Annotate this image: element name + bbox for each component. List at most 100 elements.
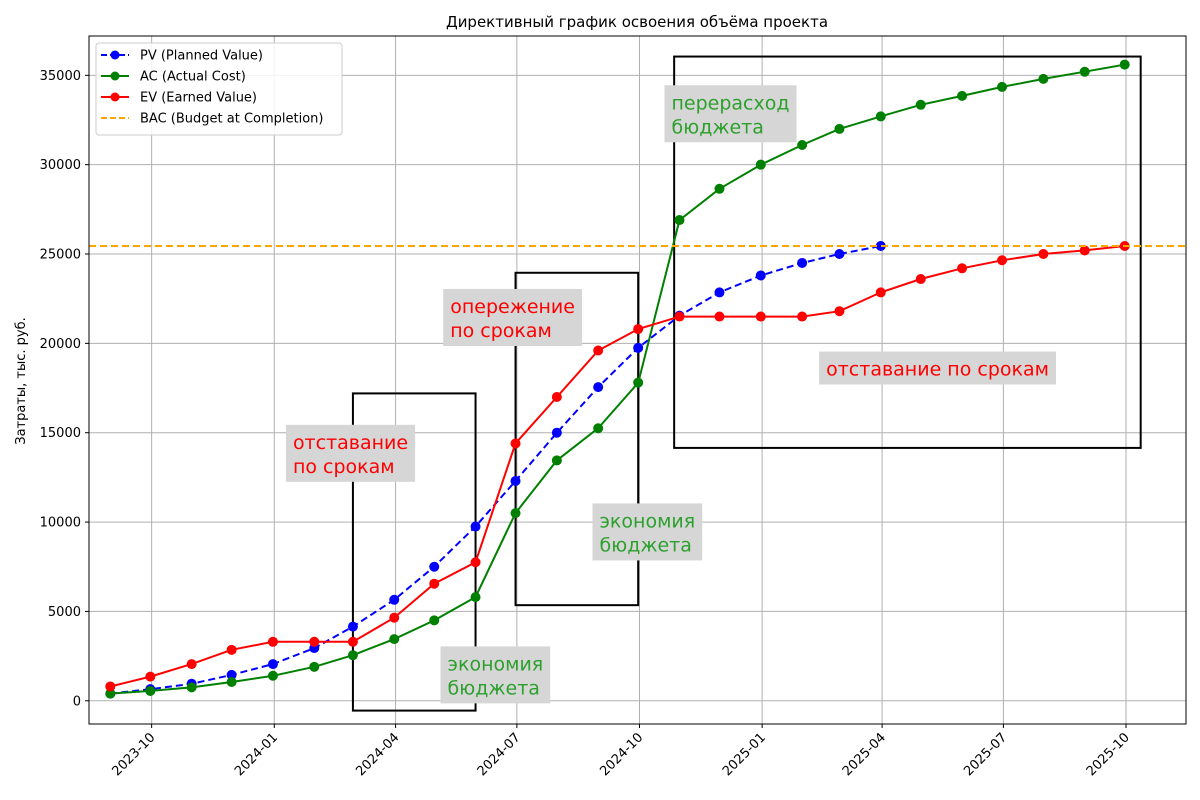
ac-point — [145, 685, 156, 696]
ev-point — [633, 324, 644, 335]
pv-point — [551, 427, 562, 438]
legend-frame — [95, 42, 343, 136]
ev-point — [267, 636, 278, 647]
ac-point — [267, 670, 278, 681]
ev-line — [110, 245, 1125, 688]
annotation-text: бюджета — [448, 677, 540, 699]
ev-point — [309, 636, 320, 647]
annotation-background — [285, 424, 416, 482]
plot-frame — [88, 35, 1187, 725]
ac-point — [105, 688, 116, 699]
pv-point — [755, 270, 766, 281]
ac-point — [1119, 59, 1130, 70]
pv-point — [267, 659, 278, 670]
y-tick-label: 25000 — [40, 248, 81, 263]
ac-point — [674, 215, 685, 226]
ac-point — [957, 90, 968, 101]
legend-label: AC (Actual Cost) — [140, 70, 246, 85]
ev-point — [347, 636, 358, 647]
ac-point — [429, 615, 440, 626]
annotation-text: опережение — [450, 296, 575, 318]
ac-point — [875, 111, 886, 122]
annotation-text: перерасход — [671, 92, 789, 114]
annotation-background — [443, 288, 582, 346]
ac-point — [470, 592, 481, 603]
ev-point — [429, 578, 440, 589]
ac-point — [633, 377, 644, 388]
pv-point — [347, 621, 358, 632]
ac-point — [714, 183, 725, 194]
ev-point — [1038, 249, 1049, 260]
pv-point — [797, 257, 808, 268]
annotation-text: экономия — [600, 510, 696, 532]
ac-point — [915, 99, 926, 110]
highlight-box — [673, 55, 1142, 449]
ev-point — [957, 263, 968, 274]
ev-point — [551, 391, 562, 402]
ev-point — [389, 612, 400, 623]
ev-point — [875, 287, 886, 298]
ac-point — [593, 423, 604, 434]
ac-point — [186, 682, 197, 693]
y-tick-label: 0 — [73, 694, 81, 709]
pv-point — [226, 669, 237, 680]
ac-point — [389, 634, 400, 645]
ev-point — [834, 306, 845, 317]
pv-point — [875, 240, 886, 251]
chart-title: Директивный график освоения объёма проек… — [446, 13, 828, 31]
ev-point — [145, 671, 156, 682]
pv-point — [429, 561, 440, 572]
annotation-text: отставание — [293, 432, 408, 454]
highlight-box — [351, 392, 477, 712]
annotation-text: бюджета — [600, 534, 692, 556]
ac-point — [1038, 73, 1049, 84]
ac-point — [997, 81, 1008, 92]
pv-point — [633, 342, 644, 353]
series — [89, 59, 1186, 699]
ac-point — [510, 508, 521, 519]
annotation-background — [819, 351, 1056, 385]
y-tick-label: 20000 — [40, 337, 81, 352]
legend-marker — [110, 50, 120, 60]
pv-point — [834, 249, 845, 260]
ev-point — [1079, 245, 1090, 256]
y-axis-title: Затраты, тыс. руб. — [14, 317, 29, 445]
ev-point — [593, 345, 604, 356]
ac-point — [797, 140, 808, 151]
annotation: отставание по срокам — [819, 351, 1056, 385]
ev-point — [226, 644, 237, 655]
legend-marker — [110, 71, 120, 81]
pv-point — [470, 521, 481, 532]
legend-label: PV (Planned Value) — [140, 49, 263, 64]
y-tick-label: 30000 — [40, 158, 81, 173]
pv-point — [389, 594, 400, 605]
y-tick-label: 15000 — [40, 426, 81, 441]
legend-label: BAC (Budget at Completion) — [140, 112, 323, 127]
ac-point — [347, 650, 358, 661]
ac-point — [755, 159, 766, 170]
ev-point — [755, 311, 766, 322]
pv-point — [593, 382, 604, 393]
ac-point — [1079, 66, 1090, 77]
annotation-background — [664, 85, 797, 143]
y-tick-label: 5000 — [48, 605, 81, 620]
annotation-text: отставание по срокам — [826, 359, 1049, 381]
ev-point — [915, 274, 926, 285]
legend: PV (Planned Value) AC (Actual Cost) EV (Ea… — [95, 42, 343, 136]
pv-point — [714, 287, 725, 298]
y-tick-label: 35000 — [40, 69, 81, 84]
ac-point — [834, 123, 845, 134]
annotation-text: бюджета — [671, 116, 763, 138]
annotation-background — [440, 646, 551, 704]
legend-marker — [110, 92, 120, 102]
y-tick-label: 10000 — [40, 516, 81, 531]
ac-line — [110, 63, 1125, 695]
ev-point — [674, 311, 685, 322]
